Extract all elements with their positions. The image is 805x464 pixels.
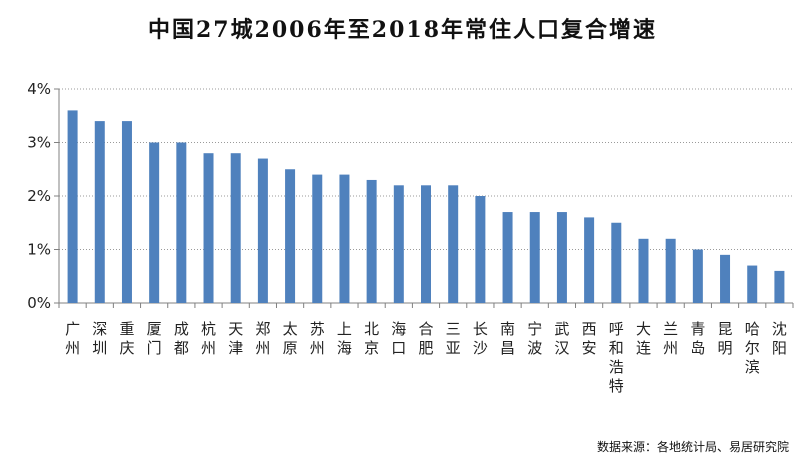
bar-大连 bbox=[638, 238, 649, 303]
x-category-labels: 广州深圳重庆厦门成都杭州天津郑州太原苏州上海北京海口合肥三亚长沙南昌宁波武汉西安… bbox=[65, 320, 787, 395]
data-source-note: 数据来源：各地统计局、易居研究院 bbox=[596, 440, 789, 454]
x-category-label: 北京 bbox=[364, 320, 379, 357]
bar-海口 bbox=[393, 185, 404, 303]
bar-昆明 bbox=[720, 254, 731, 303]
bar-武汉 bbox=[556, 212, 567, 303]
x-category-label: 郑州 bbox=[255, 320, 270, 357]
x-category-label: 上海 bbox=[337, 320, 352, 357]
x-category-label: 深圳 bbox=[92, 320, 107, 357]
x-category-label: 长沙 bbox=[473, 320, 488, 357]
bar-宁波 bbox=[529, 212, 540, 303]
x-category-label: 呼和浩特 bbox=[609, 320, 624, 395]
y-tick-label: 1% bbox=[27, 241, 51, 259]
x-category-label: 合肥 bbox=[418, 320, 433, 357]
x-category-label: 重庆 bbox=[119, 320, 134, 357]
chart-title: 中国27城2006年至2018年常住人口复合增速 bbox=[147, 17, 658, 43]
x-category-label: 青岛 bbox=[690, 320, 705, 357]
bar-太原 bbox=[285, 169, 296, 303]
x-category-label: 西安 bbox=[582, 320, 597, 357]
bar-西安 bbox=[584, 217, 595, 303]
y-tick-labels: 0% 1% 2% 3% 4% bbox=[27, 80, 51, 312]
x-category-label: 兰州 bbox=[663, 320, 678, 357]
bar-青岛 bbox=[692, 249, 703, 303]
bar-天津 bbox=[230, 153, 241, 303]
x-category-label: 南昌 bbox=[500, 320, 515, 357]
x-category-label: 厦门 bbox=[147, 320, 162, 357]
x-category-label: 太原 bbox=[283, 320, 298, 357]
bar-三亚 bbox=[448, 185, 459, 303]
x-category-label: 武汉 bbox=[554, 320, 569, 357]
y-tick-label: 0% bbox=[27, 294, 51, 312]
bar-杭州 bbox=[203, 153, 214, 303]
bar-长沙 bbox=[475, 196, 486, 303]
bar-成都 bbox=[176, 142, 187, 303]
y-tick-label: 3% bbox=[27, 134, 51, 152]
x-category-label: 成都 bbox=[174, 320, 189, 357]
y-tick-label: 4% bbox=[27, 80, 51, 98]
bar-苏州 bbox=[312, 174, 323, 303]
bar-上海 bbox=[339, 174, 350, 303]
x-category-label: 广州 bbox=[65, 320, 80, 357]
x-category-label: 昆明 bbox=[718, 320, 733, 357]
bar-合肥 bbox=[421, 185, 431, 303]
bar-南昌 bbox=[502, 212, 513, 303]
x-category-label: 哈尔滨 bbox=[745, 320, 760, 376]
bar-沈阳 bbox=[774, 270, 785, 303]
bar-哈尔滨 bbox=[747, 265, 758, 303]
x-category-label: 天津 bbox=[228, 320, 243, 357]
bar-呼和浩特 bbox=[611, 222, 622, 303]
bar-北京 bbox=[366, 179, 377, 303]
x-category-label: 三亚 bbox=[446, 320, 461, 357]
bar-厦门 bbox=[149, 142, 160, 303]
x-category-label: 大连 bbox=[636, 320, 651, 357]
bars bbox=[67, 110, 785, 304]
x-category-label: 宁波 bbox=[527, 320, 542, 357]
bar-重庆 bbox=[121, 121, 132, 303]
x-category-label: 杭州 bbox=[201, 320, 216, 357]
bar-深圳 bbox=[94, 121, 105, 303]
x-category-label: 沈阳 bbox=[772, 320, 787, 357]
x-category-label: 海口 bbox=[391, 320, 406, 357]
bar-郑州 bbox=[257, 158, 268, 303]
y-tick-label: 2% bbox=[27, 187, 51, 205]
bar-兰州 bbox=[665, 238, 676, 303]
x-category-label: 苏州 bbox=[310, 320, 325, 357]
bar-广州 bbox=[67, 110, 78, 304]
